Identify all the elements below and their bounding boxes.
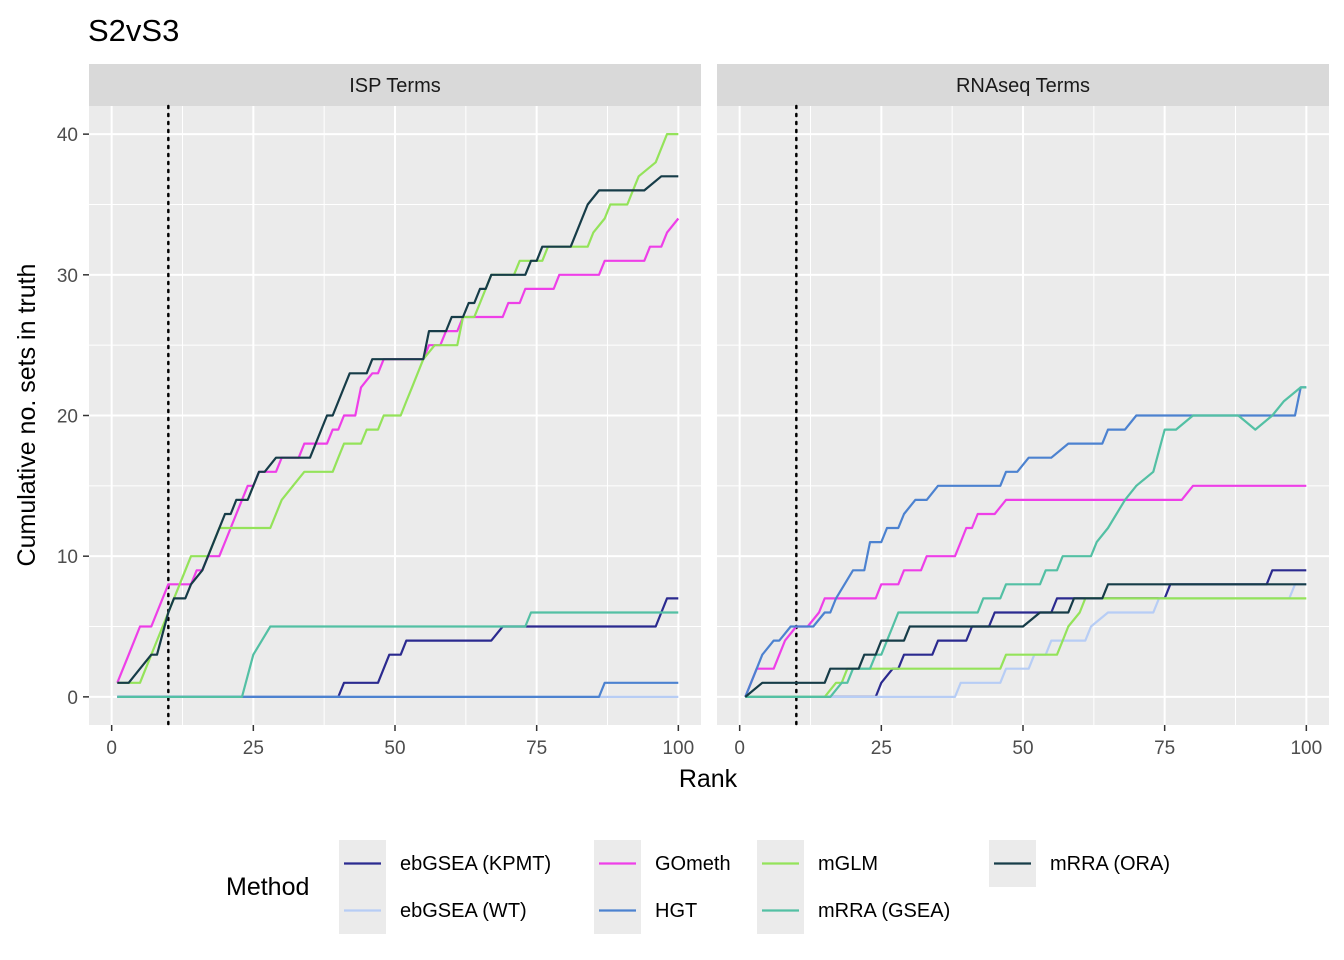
series-line-mrra-gsea [745, 386, 1307, 698]
y-axis-title: Cumulative no. sets in truth [13, 264, 41, 567]
legend-item-hgt: HGT [594, 887, 697, 934]
x-tick-label: 100 [662, 738, 694, 759]
legend-item-gometh: GOmeth [594, 840, 731, 887]
legend-item-ebgsea-wt: ebGSEA (WT) [339, 887, 527, 934]
legend-title: Method [226, 873, 309, 901]
x-tick-label: 0 [734, 738, 745, 759]
series-line-ebgsea-kpmt [117, 597, 679, 698]
legend-label: HGT [655, 900, 697, 922]
series-line-mglm [117, 133, 679, 684]
x-tick-label: 75 [1154, 738, 1175, 759]
legend-label: GOmeth [655, 853, 731, 875]
legend-label: mGLM [818, 853, 878, 875]
x-tick-label: 0 [106, 738, 117, 759]
x-tick-label: 50 [1012, 738, 1033, 759]
facet-label: RNAseq Terms [956, 75, 1090, 97]
y-tick-label: 30 [57, 266, 78, 287]
series-line-hgt [744, 386, 1307, 698]
legend-item-mrra-gsea: mRRA (GSEA) [757, 887, 950, 934]
series-line-hgt [117, 681, 679, 698]
y-tick-label: 20 [57, 407, 78, 428]
legend-label: mRRA (ORA) [1050, 853, 1170, 875]
facet-strip [717, 64, 1329, 106]
x-tick-label: 50 [384, 738, 405, 759]
x-tick-label: 25 [871, 738, 892, 759]
panels: ISP Terms 0 25 50 75 100 0 10 20 30 40 RNAseq Terms… [57, 64, 1329, 759]
legend-keys: ebGSEA (KPMT) ebGSEA (WT) GOmeth HGT mGLM mRR… [339, 840, 1170, 934]
y-tick-label: 10 [57, 547, 78, 568]
panel-rnaseq-terms: RNAseq Terms 0 25 50 75 100 [717, 64, 1329, 759]
legend: Method ebGSEA (KPMT) ebGSEA (WT) GOmeth HGT… [226, 840, 1170, 934]
panel-isp-terms: ISP Terms 0 25 50 75 100 0 10 20 30 40 [57, 64, 701, 759]
x-tick-label: 25 [243, 738, 264, 759]
legend-label: ebGSEA (WT) [400, 900, 527, 922]
legend-label: ebGSEA (KPMT) [400, 853, 551, 875]
series-line-mrra-ora [744, 583, 1307, 698]
series-line-mrra-gsea [117, 611, 679, 698]
facet-strip [89, 64, 701, 106]
chart-title: S2vS3 [88, 13, 179, 48]
y-tick-label: 0 [67, 688, 78, 709]
series-line-mglm [745, 597, 1307, 698]
series-line-mrra-ora [117, 175, 679, 684]
legend-item-mrra-ora: mRRA (ORA) [989, 840, 1170, 887]
x-tick-label: 75 [526, 738, 547, 759]
x-tick-label: 100 [1290, 738, 1322, 759]
x-axis-title: Rank [679, 765, 738, 793]
legend-label: mRRA (GSEA) [818, 900, 950, 922]
legend-item-mglm: mGLM [757, 840, 878, 887]
legend-item-ebgsea-kpmt: ebGSEA (KPMT) [339, 840, 551, 887]
y-tick-label: 40 [57, 125, 78, 146]
facet-label: ISP Terms [349, 75, 441, 97]
